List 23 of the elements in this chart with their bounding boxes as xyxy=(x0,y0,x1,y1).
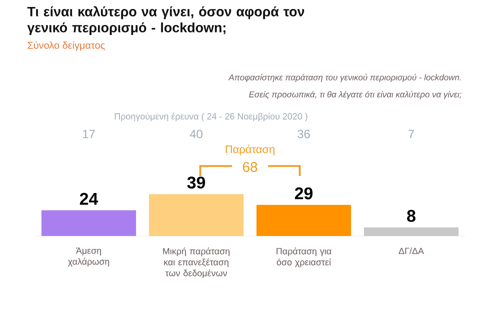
text: 68 xyxy=(242,162,258,172)
text: Εσείς προσωπικά, τι θα λέγατε ότι είναι καλύτερο να γίνει; xyxy=(249,90,462,100)
data-label: 29 xyxy=(294,187,313,200)
text: 36 xyxy=(298,130,310,138)
chart-subtitle: Σύνολο δείγματος xyxy=(28,41,105,51)
x-tick-label: ΔΓ/ΔΑ xyxy=(398,248,424,254)
text: 40 xyxy=(190,130,202,138)
data-label: 24 xyxy=(80,192,98,205)
x-tick-label: Άμεση χαλάρωση xyxy=(68,248,110,267)
bar xyxy=(256,204,352,236)
x-tick-label: Μικρή παράταση και επανεξέταση των δεδομένων xyxy=(163,248,230,278)
text: Παράταση xyxy=(226,144,274,156)
bar xyxy=(364,227,459,236)
text: Αποφασίστηκε παράταση του γενικού περιορισμού - lockdown. xyxy=(228,74,461,82)
data-label: 39 xyxy=(187,176,206,189)
bar xyxy=(41,210,136,236)
x-tick-label: Παράταση για όσο χρειαστεί xyxy=(276,248,332,268)
text: 17 xyxy=(83,130,95,138)
data-label: 8 xyxy=(407,210,416,222)
text: 7 xyxy=(408,130,414,138)
text: Προηγούμενη έρευνα ( 24 - 26 Νοεμβρίου 2020 ) xyxy=(114,112,308,122)
chart-title: Τι είναι καλύτερο να γίνει, όσον αφορά τον γενικό περιορισμό - lockdown; xyxy=(27,6,304,36)
bar xyxy=(148,194,244,236)
